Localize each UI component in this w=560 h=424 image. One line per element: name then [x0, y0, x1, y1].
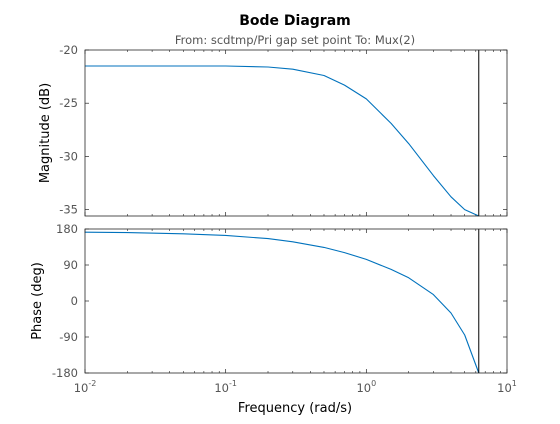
magnitude-y-tick-label: -25 — [59, 96, 78, 110]
panels-layer: -20 -25 -30 -35 Magnitude (dB) 180 90 0 -90 -180 P… — [30, 43, 517, 395]
magnitude-series-line — [85, 65, 480, 217]
phase-plot-area — [85, 229, 507, 373]
phase-series-line — [84, 231, 480, 374]
x-axis-label: Frequency (rad/s) — [238, 401, 352, 416]
phase-y-tick-label: 0 — [71, 294, 78, 308]
chart-title: Bode Diagram — [239, 13, 351, 29]
phase-y-tick-label: 180 — [56, 222, 78, 236]
x-tick-label: 10-1 — [214, 379, 237, 395]
magnitude-y-tick-label: -30 — [59, 149, 78, 163]
phase-y-tick-label: -90 — [59, 330, 78, 344]
x-tick-label: 100 — [356, 379, 376, 395]
chart-subtitle: From: scdtmp/Pri gap set point To: Mux(2… — [175, 33, 415, 47]
magnitude-axes-box — [84, 49, 508, 217]
phase-panel: 180 90 0 -90 -180 Phase (deg) — [30, 222, 508, 380]
magnitude-plot-area — [85, 50, 507, 216]
magnitude-y-tick-label: -20 — [59, 43, 78, 57]
phase-y-axis-label: Phase (deg) — [30, 262, 45, 340]
x-tick-label: 10-2 — [74, 379, 97, 395]
magnitude-y-axis-label: Magnitude (dB) — [38, 83, 53, 183]
phase-axes-box — [84, 228, 508, 374]
x-tick-label: 101 — [497, 379, 517, 395]
phase-y-tick-label: -180 — [52, 366, 78, 380]
phase-y-tick-label: 90 — [63, 258, 78, 272]
magnitude-y-tick-label: -35 — [59, 203, 78, 217]
magnitude-panel: -20 -25 -30 -35 Magnitude (dB) — [38, 43, 508, 217]
